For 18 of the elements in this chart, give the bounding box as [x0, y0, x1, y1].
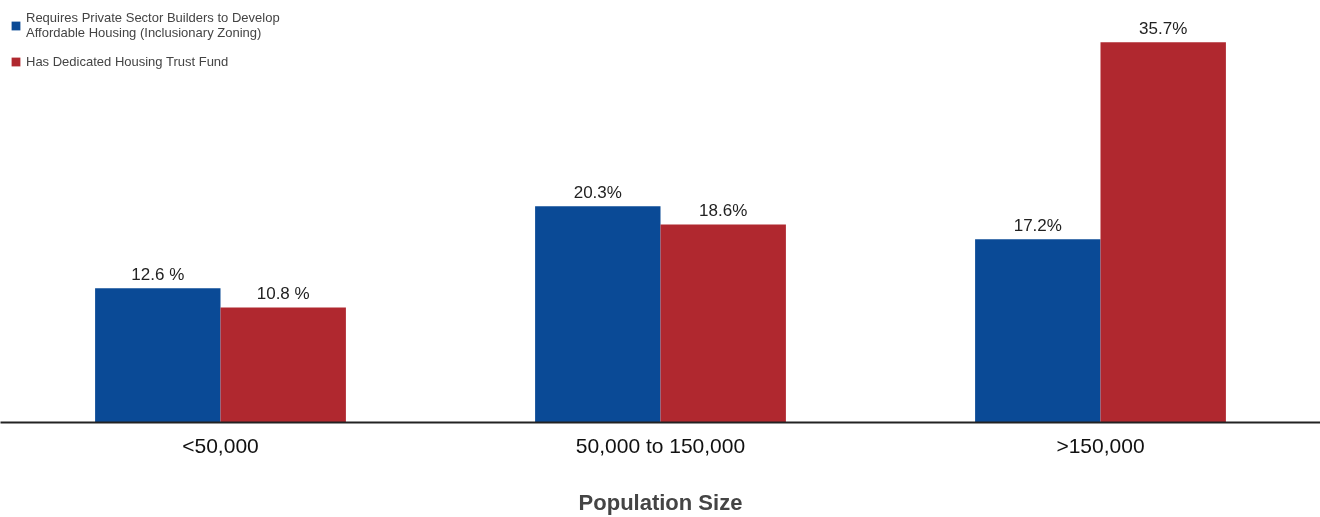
x-axis-title: Population Size [578, 489, 743, 515]
bar [220, 307, 346, 423]
x-tick-label: 50,000 to 150,000 [575, 433, 746, 457]
data-label: 10.8 % [256, 284, 310, 304]
data-label: 17.2% [1013, 216, 1062, 236]
bar [1100, 42, 1226, 423]
data-label: 35.7% [1139, 19, 1188, 39]
bar [975, 239, 1101, 423]
bar [535, 206, 661, 423]
legend-label: Has Dedicated Housing Trust Fund [26, 54, 229, 69]
data-label: 20.3% [573, 183, 622, 203]
data-label: 12.6 % [131, 265, 185, 285]
data-label: 18.6% [699, 201, 748, 221]
bar [95, 288, 221, 423]
legend-label: Requires Private Sector Builders to Develop Affordable Housing (Inclusionary Zoning) [26, 10, 280, 40]
x-tick-label: >150,000 [1056, 433, 1145, 457]
x-tick-label: <50,000 [182, 433, 259, 457]
bar [660, 224, 786, 423]
